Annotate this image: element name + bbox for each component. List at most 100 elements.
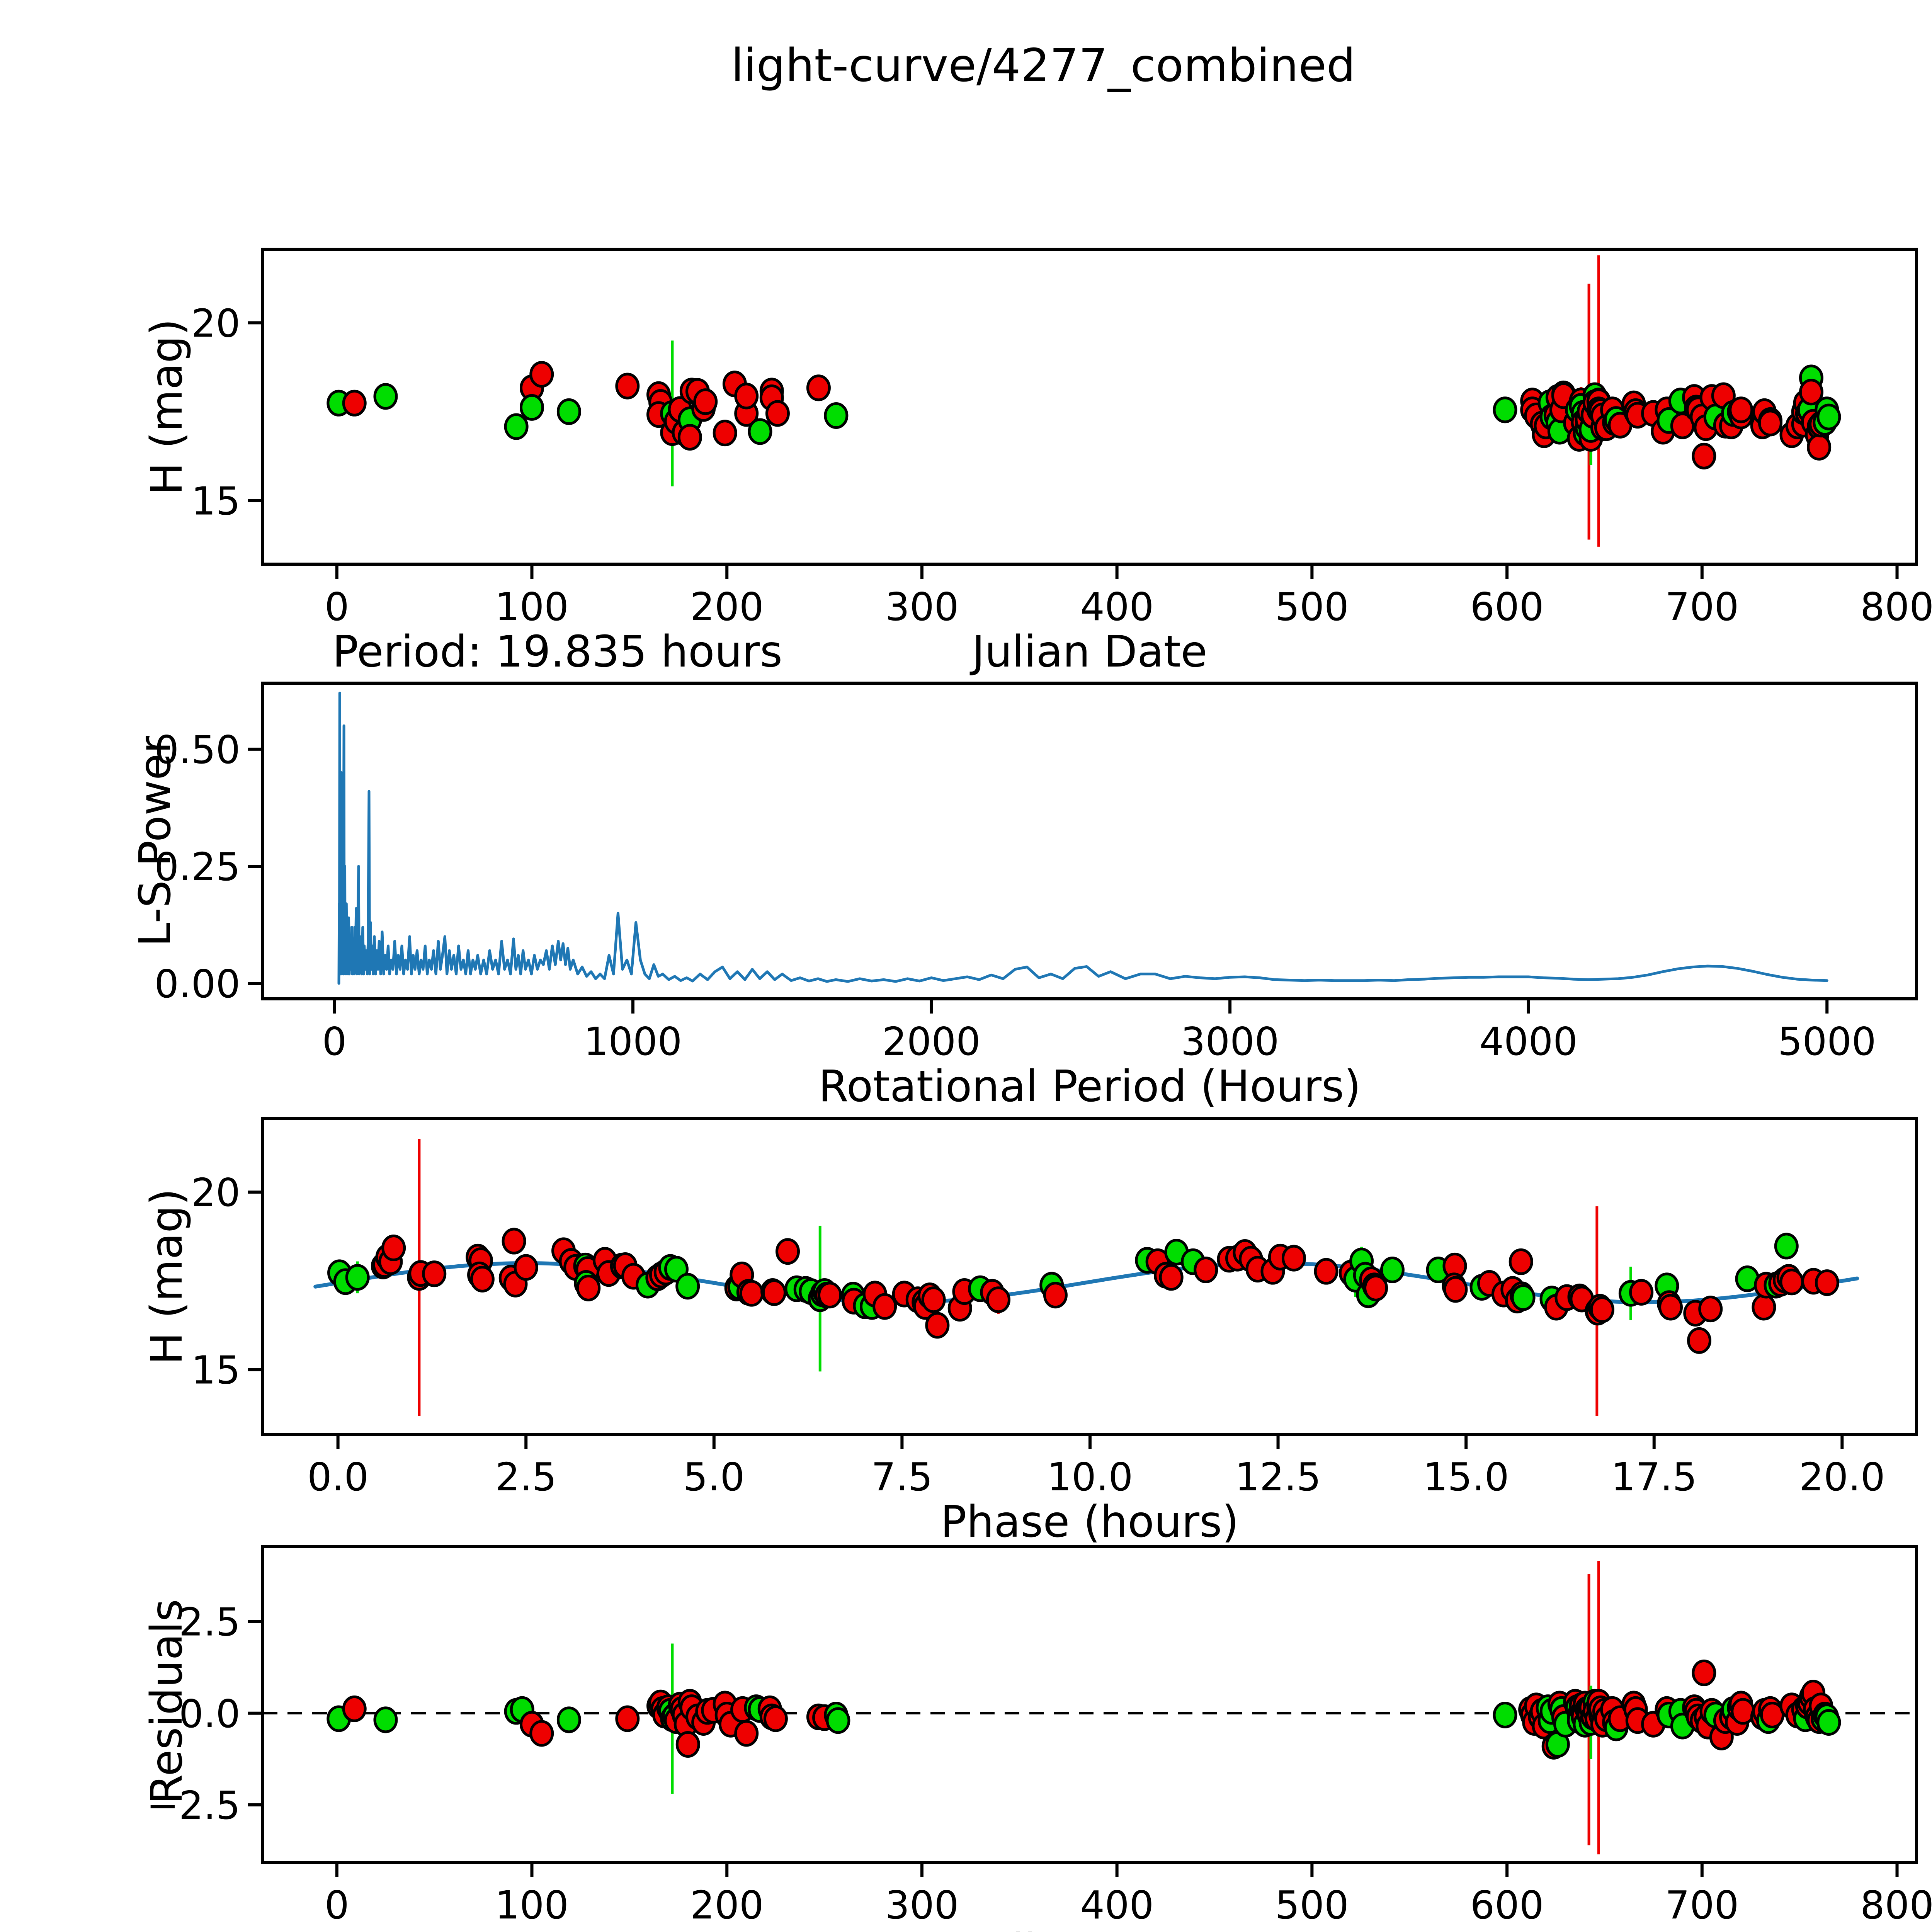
residuals-y-tick-label: 0.0 <box>179 1691 240 1736</box>
data-point <box>1687 1327 1712 1354</box>
period-annotation: Period: 19.835 hours <box>332 627 782 677</box>
data-point <box>1779 1269 1804 1296</box>
periodogram-x-tick-label: 2000 <box>882 1019 981 1064</box>
data-point <box>1590 1296 1614 1323</box>
jd_mag-x-tick-label: 0 <box>325 584 349 629</box>
data-point <box>470 1265 495 1293</box>
data-point <box>776 1238 800 1265</box>
data-point <box>921 1286 946 1313</box>
periodogram-x-tick-label: 1000 <box>584 1019 682 1064</box>
periodogram-y-tick-label: 0.25 <box>154 844 240 889</box>
data-point <box>373 383 398 410</box>
data-point <box>1658 1294 1683 1321</box>
data-point <box>1698 1296 1723 1323</box>
data-point <box>373 1706 398 1733</box>
data-point <box>925 1312 950 1339</box>
data-point <box>734 383 759 410</box>
jd_mag-x-tick-label: 700 <box>1665 584 1739 629</box>
residuals-x-tick-label: 800 <box>1860 1883 1932 1928</box>
jd_mag-x-tick-label: 200 <box>690 584 764 629</box>
data-point <box>1043 1282 1068 1309</box>
data-point <box>615 1705 640 1732</box>
residuals-y-tick-label: 2.5 <box>179 1600 240 1645</box>
figure-title: light-curve/4277_combined <box>731 39 1355 92</box>
data-point <box>1159 1264 1184 1291</box>
data-point <box>342 1695 367 1722</box>
data-point <box>1752 1294 1776 1321</box>
data-point <box>826 1707 850 1734</box>
data-point <box>1194 1256 1218 1283</box>
residuals-x-tick-label: 500 <box>1275 1883 1349 1928</box>
data-point <box>520 394 544 421</box>
data-point <box>675 1731 700 1758</box>
data-point <box>1774 1233 1799 1260</box>
phase-x-tick-label: 12.5 <box>1235 1454 1321 1500</box>
periodogram-y-tick-label: 0.00 <box>154 961 240 1007</box>
residuals-x-tick-label: 0 <box>325 1883 349 1928</box>
data-point <box>556 1706 581 1733</box>
data-point <box>763 1705 788 1732</box>
data-point <box>675 1273 700 1300</box>
data-point <box>1816 1709 1841 1736</box>
data-point <box>422 1260 447 1287</box>
data-point <box>1629 1279 1654 1306</box>
data-point <box>615 372 640 400</box>
data-point <box>1511 1284 1536 1311</box>
periodogram-plot-border <box>261 682 1918 1000</box>
residuals-xlabel: Julian Date <box>969 1925 1207 1932</box>
data-point <box>693 388 718 415</box>
data-point <box>818 1282 842 1309</box>
data-point <box>514 1254 538 1281</box>
data-point <box>824 402 849 429</box>
data-point <box>1758 410 1782 437</box>
phase-y-tick-label: 15 <box>191 1348 240 1393</box>
phase-x-tick-label: 17.5 <box>1611 1454 1697 1500</box>
jd_mag-x-tick-label: 300 <box>885 584 959 629</box>
periodogram-line <box>337 692 1828 985</box>
periodogram-y-tick-label: 0.50 <box>154 727 240 772</box>
jd_mag-x-tick-label: 500 <box>1275 584 1349 629</box>
periodogram-x-tick-label: 3000 <box>1181 1019 1279 1064</box>
periodogram-ylabel: L-S Power <box>130 735 180 947</box>
data-point <box>1281 1245 1306 1272</box>
residuals-plot-border <box>261 1545 1918 1864</box>
residuals-x-tick-label: 700 <box>1665 1883 1739 1928</box>
data-point <box>765 400 790 427</box>
data-point <box>529 361 554 388</box>
data-point <box>381 1235 406 1262</box>
data-point <box>1443 1276 1468 1303</box>
phase-x-tick-label: 10.0 <box>1047 1454 1133 1500</box>
panel-jd-mag: 0 100 200 300 400 500 600 700 800 20 15 H (mag) Pe… <box>142 248 1932 677</box>
residuals-x-tick-label: 600 <box>1470 1883 1544 1928</box>
data-point <box>1380 1256 1405 1283</box>
data-point <box>556 398 581 425</box>
data-point <box>1816 403 1841 430</box>
data-point <box>1692 1659 1716 1686</box>
data-point <box>748 418 772 445</box>
residuals-x-tick-label: 400 <box>1080 1883 1154 1928</box>
data-point <box>345 1264 370 1291</box>
data-point <box>1692 442 1716 469</box>
data-point <box>1807 434 1832 461</box>
data-point <box>762 1279 787 1306</box>
panel-phase: 0.0 2.5 5.0 7.5 10.0 12.5 15.0 17.5 20.0 20 15 H (… <box>142 1117 1918 1547</box>
jd_mag-x-tick-label: 100 <box>495 584 569 629</box>
panel-periodogram: 0 1000 2000 3000 4000 5000 0.00 0.25 0.50 L-S Po… <box>130 682 1918 1112</box>
jd-mag-ylabel: H (mag) <box>142 319 192 495</box>
phase-x-tick-label: 0.0 <box>307 1454 369 1500</box>
data-point <box>734 1720 759 1747</box>
jd_mag-y-tick-label: 15 <box>191 478 240 524</box>
jd_mag-x-tick-label: 800 <box>1860 584 1932 629</box>
data-point <box>1815 1269 1839 1296</box>
data-point <box>504 413 529 440</box>
data-point <box>713 420 737 447</box>
data-point <box>1314 1258 1338 1285</box>
jd_mag-plot-border <box>261 248 1918 566</box>
phase-x-tick-label: 2.5 <box>495 1454 557 1500</box>
data-point <box>1729 396 1753 423</box>
residuals-ylabel: Residuals <box>142 1599 192 1804</box>
jd_mag-x-tick-label: 400 <box>1080 584 1154 629</box>
phase-ylabel: H (mag) <box>142 1189 192 1365</box>
